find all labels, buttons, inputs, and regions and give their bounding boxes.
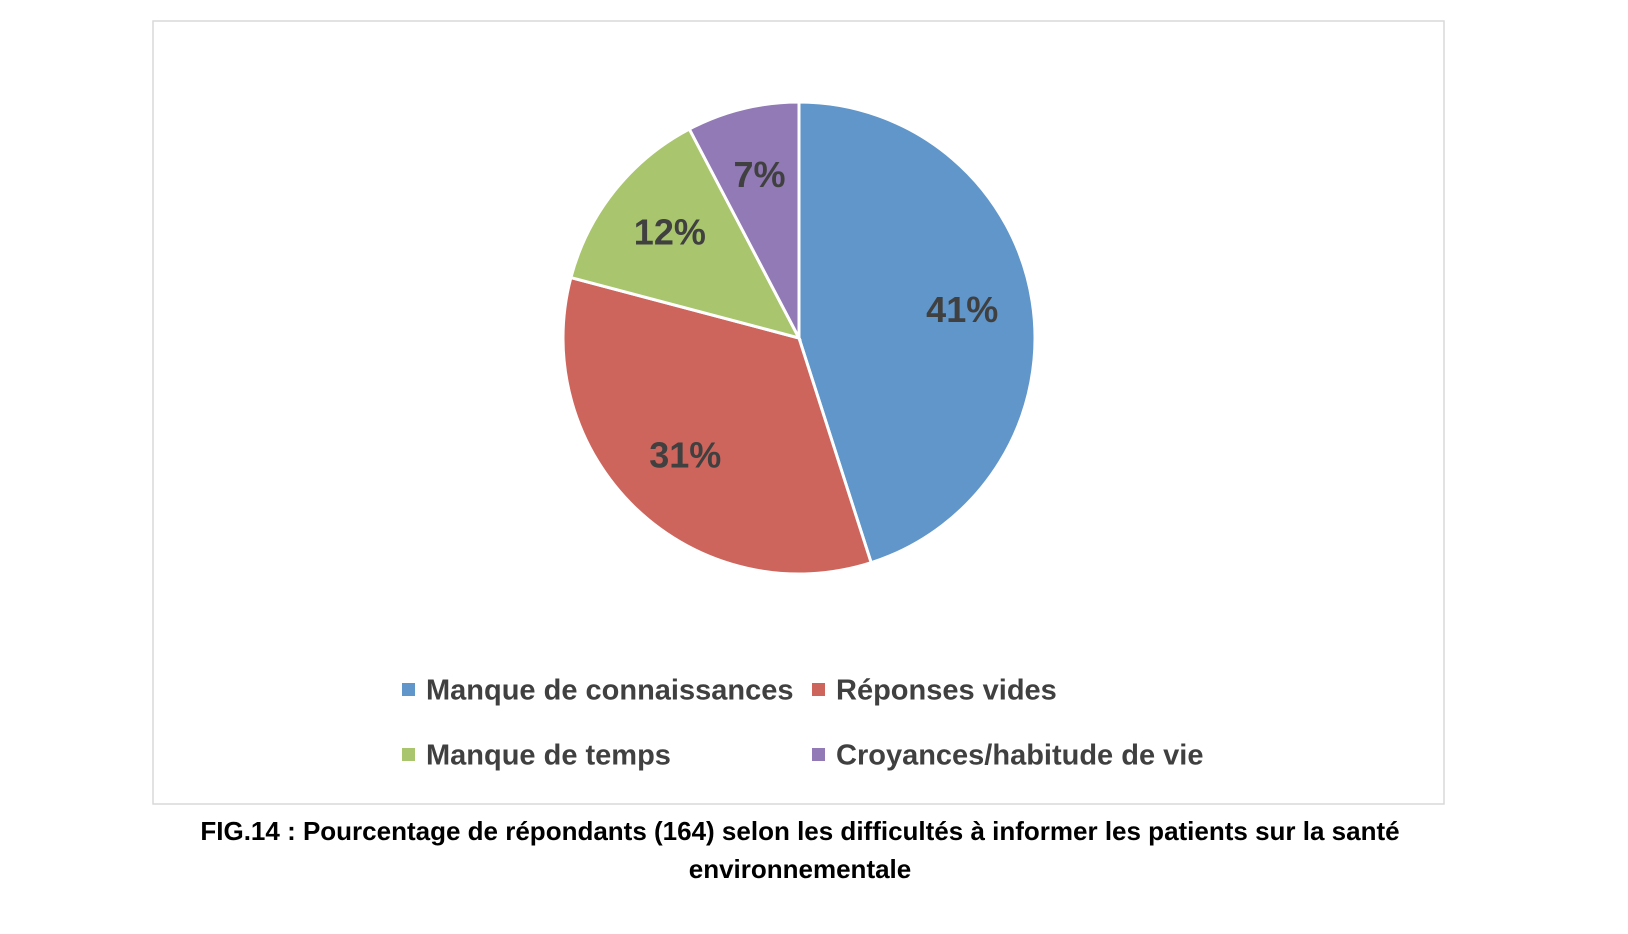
- legend-marker: [402, 683, 415, 696]
- data-label: 7%: [733, 154, 785, 195]
- pie-slice: [797, 100, 1037, 565]
- legend-marker: [812, 683, 825, 696]
- pie-slice: [561, 275, 874, 576]
- legend-label: Manque de connaissances: [426, 675, 793, 707]
- legend-label: Croyances/habitude de vie: [836, 740, 1203, 772]
- legend-label: Manque de temps: [426, 740, 671, 772]
- data-label: 12%: [634, 212, 706, 253]
- caption: FIG.14 : Pourcentage de répondants (164)…: [200, 816, 1400, 884]
- pie-slice: [569, 127, 802, 341]
- data-label: 41%: [926, 289, 998, 330]
- legend-label: Réponses vides: [836, 675, 1057, 707]
- legend-marker: [812, 748, 825, 761]
- pie-slice: [687, 100, 801, 339]
- legend-marker: [402, 748, 415, 761]
- data-label: 31%: [649, 434, 721, 475]
